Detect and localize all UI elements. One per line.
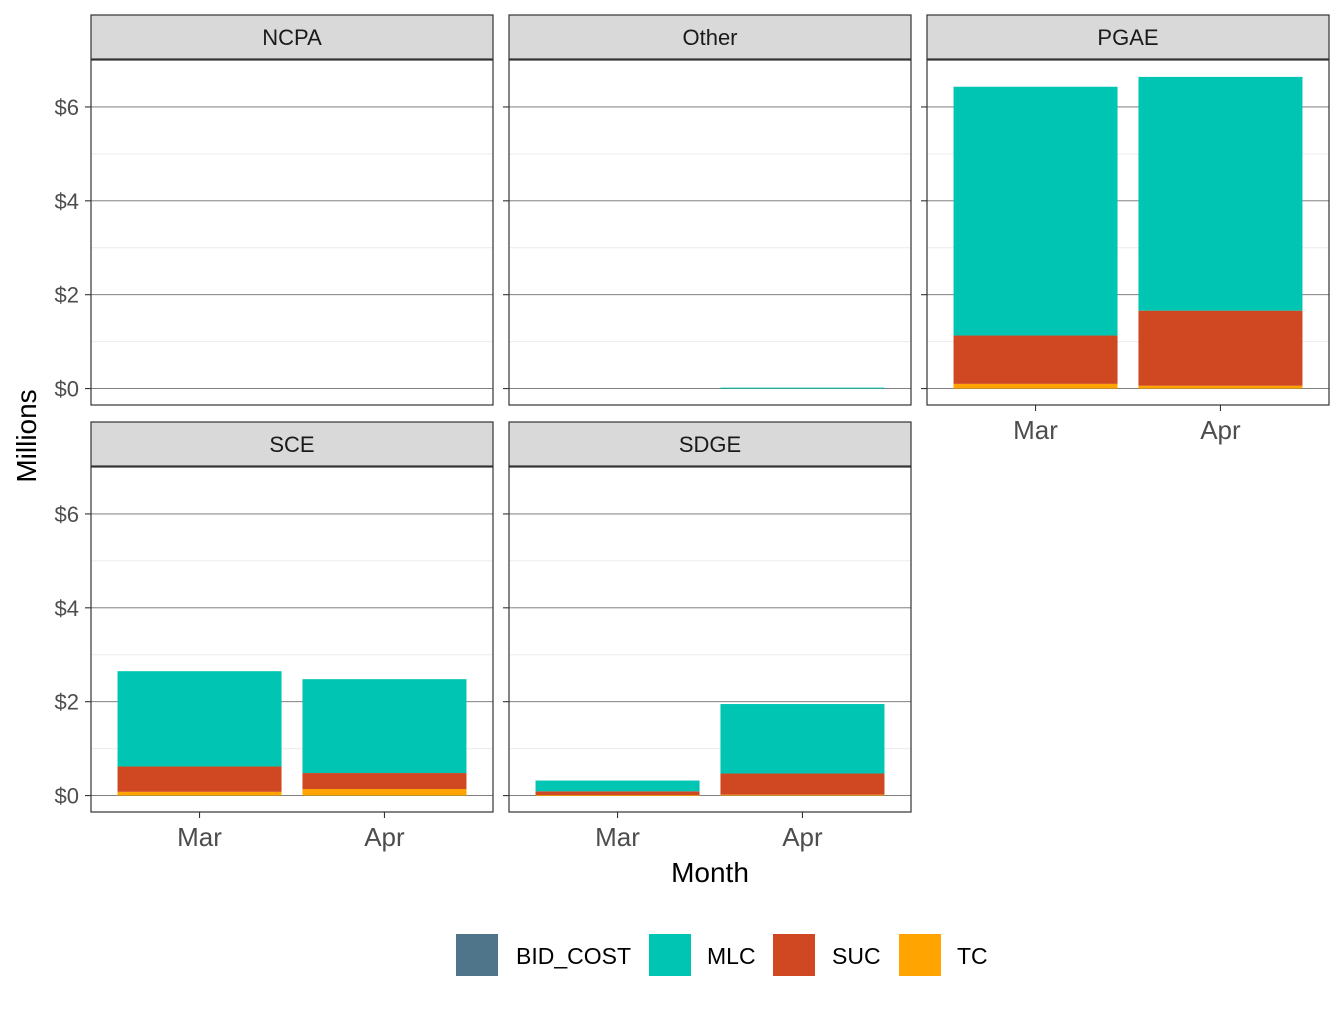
bar-suc-apr: [302, 773, 467, 789]
bar-tc-apr: [302, 789, 467, 796]
y-tick-label: $2: [55, 283, 79, 308]
facet-panel-ncpa: NCPA $0 $2 $4 $6: [55, 14, 494, 406]
bar-tc-apr: [1138, 385, 1303, 389]
x-tick-label: Apr: [364, 822, 405, 852]
panel-border: [508, 59, 912, 406]
x-tick-label: Mar: [595, 822, 640, 852]
bar-suc-apr: [1138, 310, 1303, 386]
bar-tc-mar: [953, 383, 1118, 389]
bar-mlc-mar: [535, 780, 700, 792]
panel-border: [90, 466, 494, 813]
bar-mlc-mar: [117, 671, 282, 767]
y-tick-label: $0: [55, 784, 79, 809]
bar-mlc-mar: [953, 86, 1118, 336]
plot-background: [91, 60, 493, 405]
legend-key-suc: [773, 934, 815, 976]
facet-strip: [508, 14, 912, 60]
bar-tc-apr: [720, 794, 885, 796]
facet-panel-other: Other: [503, 14, 912, 406]
bar-mlc-apr: [302, 679, 467, 774]
bar-suc-mar: [535, 791, 700, 796]
facet-strip: [90, 421, 494, 467]
bar-suc-mar: [953, 335, 1118, 384]
legend-key-mlc: [649, 934, 691, 976]
x-tick-label: Apr: [782, 822, 823, 852]
facet-strip: [508, 421, 912, 467]
bar-suc-apr: [720, 773, 885, 795]
facet-strip: [926, 14, 1330, 60]
bar-tc-mar: [535, 795, 700, 796]
legend-label: MLC: [707, 943, 756, 969]
facet-panel-sce: SCE $0 $2 $4 $6 Mar Apr: [55, 421, 494, 852]
y-tick-label: $6: [55, 502, 79, 527]
bar-suc-mar: [117, 766, 282, 792]
facet-panel-sdge: SDGE Mar Apr: [503, 421, 912, 852]
legend: BID_COST MLC SUC TC: [456, 934, 988, 976]
y-tick-label: $4: [55, 596, 79, 621]
bar-mlc-apr: [720, 704, 885, 774]
facet-strip-label: PGAE: [1097, 25, 1158, 50]
facet-strip-label: SDGE: [679, 432, 741, 457]
y-axis-title: Millions: [11, 389, 42, 482]
facet-strip: [90, 14, 494, 60]
x-tick-label: Mar: [177, 822, 222, 852]
facet-panel-pgae: PGAE Mar Apr: [921, 14, 1330, 445]
facet-strip-label: Other: [682, 25, 737, 50]
y-tick-label: $2: [55, 690, 79, 715]
panel-border: [926, 59, 1330, 406]
panel-border: [90, 59, 494, 406]
y-tick-label: $4: [55, 189, 79, 214]
x-tick-label: Mar: [1013, 415, 1058, 445]
panel-border: [508, 466, 912, 813]
legend-label: SUC: [832, 943, 881, 969]
legend-key-bid_cost: [456, 934, 498, 976]
facet-strip-label: NCPA: [262, 25, 322, 50]
legend-label: TC: [957, 943, 988, 969]
bar-mlc-apr: [720, 387, 885, 389]
x-axis-title: Month: [671, 857, 749, 888]
x-tick-label: Apr: [1200, 415, 1241, 445]
bar-tc-mar: [117, 791, 282, 796]
legend-label: BID_COST: [516, 943, 631, 969]
y-tick-label: $6: [55, 95, 79, 120]
bar-mlc-apr: [1138, 76, 1303, 311]
legend-key-tc: [899, 934, 941, 976]
y-tick-label: $0: [55, 377, 79, 402]
facet-strip-label: SCE: [269, 432, 314, 457]
plot-background: [509, 60, 911, 405]
